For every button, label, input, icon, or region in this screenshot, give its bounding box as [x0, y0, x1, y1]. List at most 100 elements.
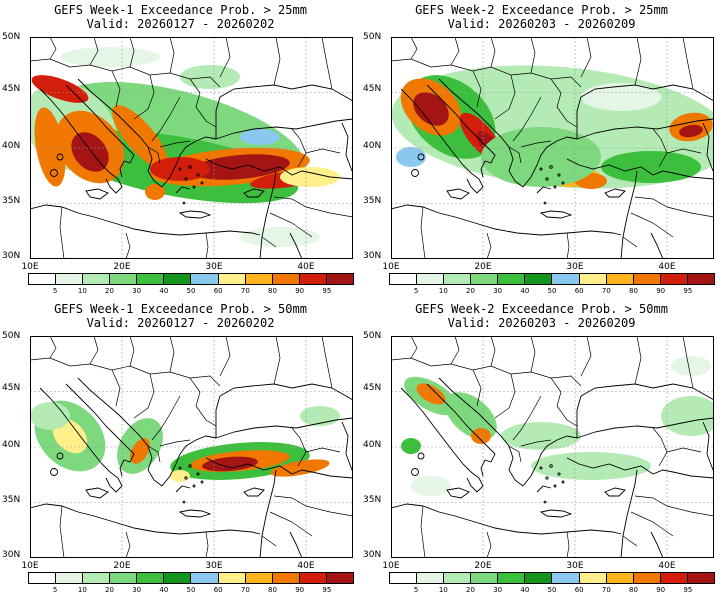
colorbar: [28, 572, 354, 584]
map-frame: [30, 37, 353, 259]
latitude-label: 45N: [2, 84, 21, 94]
colorbar-swatch: [110, 274, 138, 284]
probability-map: [391, 336, 714, 558]
longitude-label: 30E: [566, 262, 584, 272]
panel-valid-dates: Valid: 20260203 - 20260209: [447, 316, 636, 330]
colorbar: [389, 572, 715, 584]
longitude-label: 20E: [113, 262, 131, 272]
colorbar-swatch: [633, 274, 661, 284]
probability-contour: [30, 402, 70, 430]
colorbar-swatch: [299, 274, 327, 284]
colorbar-tick-label: 60: [213, 586, 223, 594]
panel-valid-dates: Valid: 20260127 - 20260202: [86, 316, 275, 330]
probability-contour: [581, 83, 661, 111]
colorbar-swatch: [110, 573, 138, 583]
probability-contour: [130, 438, 150, 464]
colorbar-tick-label: 40: [159, 586, 169, 594]
colorbar-tick-label: 60: [574, 586, 584, 594]
map-canvas: [30, 37, 353, 259]
colorbar-swatch: [471, 573, 499, 583]
colorbar-swatch: [191, 573, 219, 583]
colorbar-swatch: [660, 274, 688, 284]
probability-contour: [202, 456, 258, 472]
probability-contour: [270, 459, 330, 477]
colorbar-swatch: [83, 274, 111, 284]
colorbar-tick-label: 95: [322, 586, 332, 594]
longitude-label: 20E: [474, 561, 492, 571]
latitude-label: 30N: [2, 550, 21, 560]
precip-probability-field: [401, 356, 714, 496]
colorbar-tick-label: 50: [186, 287, 196, 295]
longitude-label: 20E: [113, 561, 131, 571]
colorbar-tick-label: 70: [240, 586, 250, 594]
longitude-label: 40E: [658, 561, 676, 571]
probability-contour: [150, 157, 210, 181]
probability-contour: [471, 428, 491, 444]
colorbar-tick-label: 10: [438, 287, 448, 295]
colorbar-swatch: [606, 573, 634, 583]
colorbar-tick-label: 95: [322, 287, 332, 295]
colorbar: [28, 273, 354, 285]
colorbar-swatch: [687, 274, 714, 284]
map-canvas: [391, 336, 714, 558]
longitude-label: 40E: [297, 262, 315, 272]
colorbar-swatch: [579, 274, 607, 284]
probability-contour: [671, 356, 711, 376]
colorbar-swatch: [56, 573, 84, 583]
colorbar-swatch: [498, 274, 526, 284]
longitude-label: 40E: [658, 262, 676, 272]
colorbar-swatch: [606, 274, 634, 284]
probability-contour: [240, 227, 320, 247]
colorbar-swatch: [218, 274, 246, 284]
latitude-label: 40N: [363, 440, 382, 450]
probability-contour: [531, 452, 651, 480]
probability-contour: [401, 438, 421, 454]
colorbar-tick-label: 80: [629, 287, 638, 295]
colorbar-tick-label: 20: [466, 586, 475, 594]
colorbar-swatch: [326, 573, 353, 583]
colorbar-tick-label: 5: [52, 586, 58, 594]
colorbar-tick-label: 20: [466, 287, 475, 295]
probability-contour: [145, 184, 165, 200]
latitude-label: 40N: [2, 440, 21, 450]
probability-contour: [445, 392, 497, 440]
probability-contour: [661, 396, 714, 436]
panel-title: GEFS Week-1 Exceedance Prob. > 25mm: [54, 3, 307, 17]
latitude-label: 45N: [363, 84, 382, 94]
panel-valid-dates: Valid: 20260127 - 20260202: [86, 17, 275, 31]
panel-title: GEFS Week-2 Exceedance Prob. > 25mm: [415, 3, 668, 17]
probability-contour: [481, 127, 601, 187]
colorbar-tick-label: 70: [240, 287, 250, 295]
latitude-label: 40N: [363, 141, 382, 151]
colorbar-swatch: [525, 573, 553, 583]
probability-contour: [60, 47, 160, 67]
latitude-label: 30N: [2, 251, 21, 261]
colorbar-swatch: [525, 274, 553, 284]
colorbar-tick-label: 30: [493, 586, 503, 594]
colorbar-tick-label: 70: [601, 586, 611, 594]
probability-contour: [280, 167, 340, 187]
latitude-label: 35N: [363, 196, 382, 206]
map-panel-4: GEFS Week-2 Exceedance Prob. > 50mm Valid…: [361, 299, 722, 598]
map-frame: [30, 336, 353, 558]
probability-map: [30, 37, 353, 259]
probability-contour: [34, 107, 66, 187]
colorbar-tick-label: 10: [77, 586, 87, 594]
colorbar-swatch: [326, 274, 353, 284]
colorbar-ticks: 5 10 20 30 40 50 60 70 80 90 95: [28, 287, 354, 297]
colorbar-tick-label: 60: [213, 287, 223, 295]
probability-contour: [170, 470, 190, 482]
colorbar-swatch: [191, 274, 219, 284]
colorbar-tick-label: 80: [268, 287, 277, 295]
colorbar-swatch: [498, 573, 526, 583]
colorbar-swatch: [444, 274, 472, 284]
panel-title: GEFS Week-1 Exceedance Prob. > 50mm: [54, 302, 307, 316]
colorbar-swatch: [444, 573, 472, 583]
colorbar: [389, 273, 715, 285]
colorbar-tick-label: 5: [413, 586, 419, 594]
colorbar-swatch: [471, 274, 499, 284]
longitude-label: 10E: [382, 561, 400, 571]
colorbar-tick-label: 30: [132, 287, 142, 295]
colorbar-tick-label: 50: [186, 586, 196, 594]
probability-contour: [396, 147, 426, 167]
